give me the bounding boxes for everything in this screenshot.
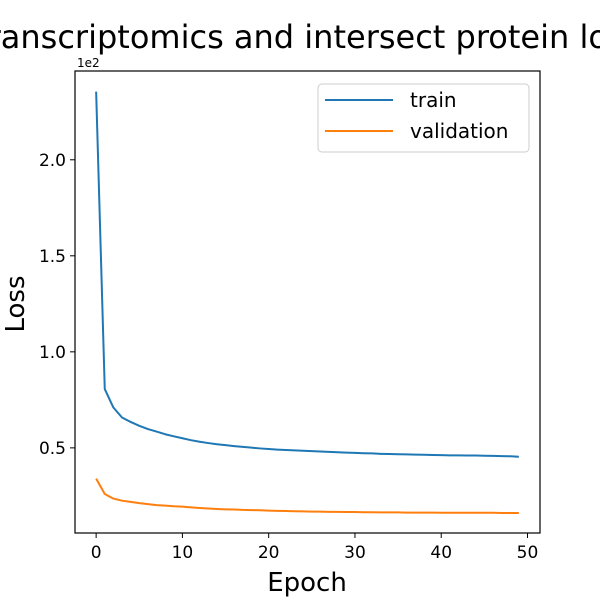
x-tick-label: 10 — [172, 543, 194, 563]
x-tick-label: 0 — [91, 543, 102, 563]
y-tick-label: 2.0 — [39, 151, 66, 171]
x-axis-label: Epoch — [267, 568, 347, 598]
x-tick-label: 30 — [344, 543, 366, 563]
y-tick-label: 1.5 — [39, 247, 66, 267]
x-tick-label: 20 — [258, 543, 280, 563]
x-axis: 0 10 20 30 40 50 — [91, 533, 539, 563]
chart-title: Transcriptomics and intersect protein lo… — [0, 18, 600, 56]
series-line-validation — [95, 478, 519, 514]
y-tick-label: 1.0 — [39, 343, 66, 363]
y-tick-label: 0.5 — [39, 439, 66, 459]
y-axis: 0.5 1.0 1.5 2.0 — [39, 151, 75, 459]
x-tick-label: 40 — [430, 543, 452, 563]
y-offset-label: 1e2 — [77, 56, 100, 70]
plot-area — [95, 91, 519, 514]
legend-label-train: train — [410, 88, 457, 112]
legend: train validation — [317, 83, 530, 153]
legend-label-validation: validation — [410, 119, 508, 143]
x-tick-label: 50 — [517, 543, 539, 563]
series-line-train — [95, 91, 519, 458]
axes-frame — [74, 70, 541, 534]
y-axis-label: Loss — [1, 275, 31, 332]
